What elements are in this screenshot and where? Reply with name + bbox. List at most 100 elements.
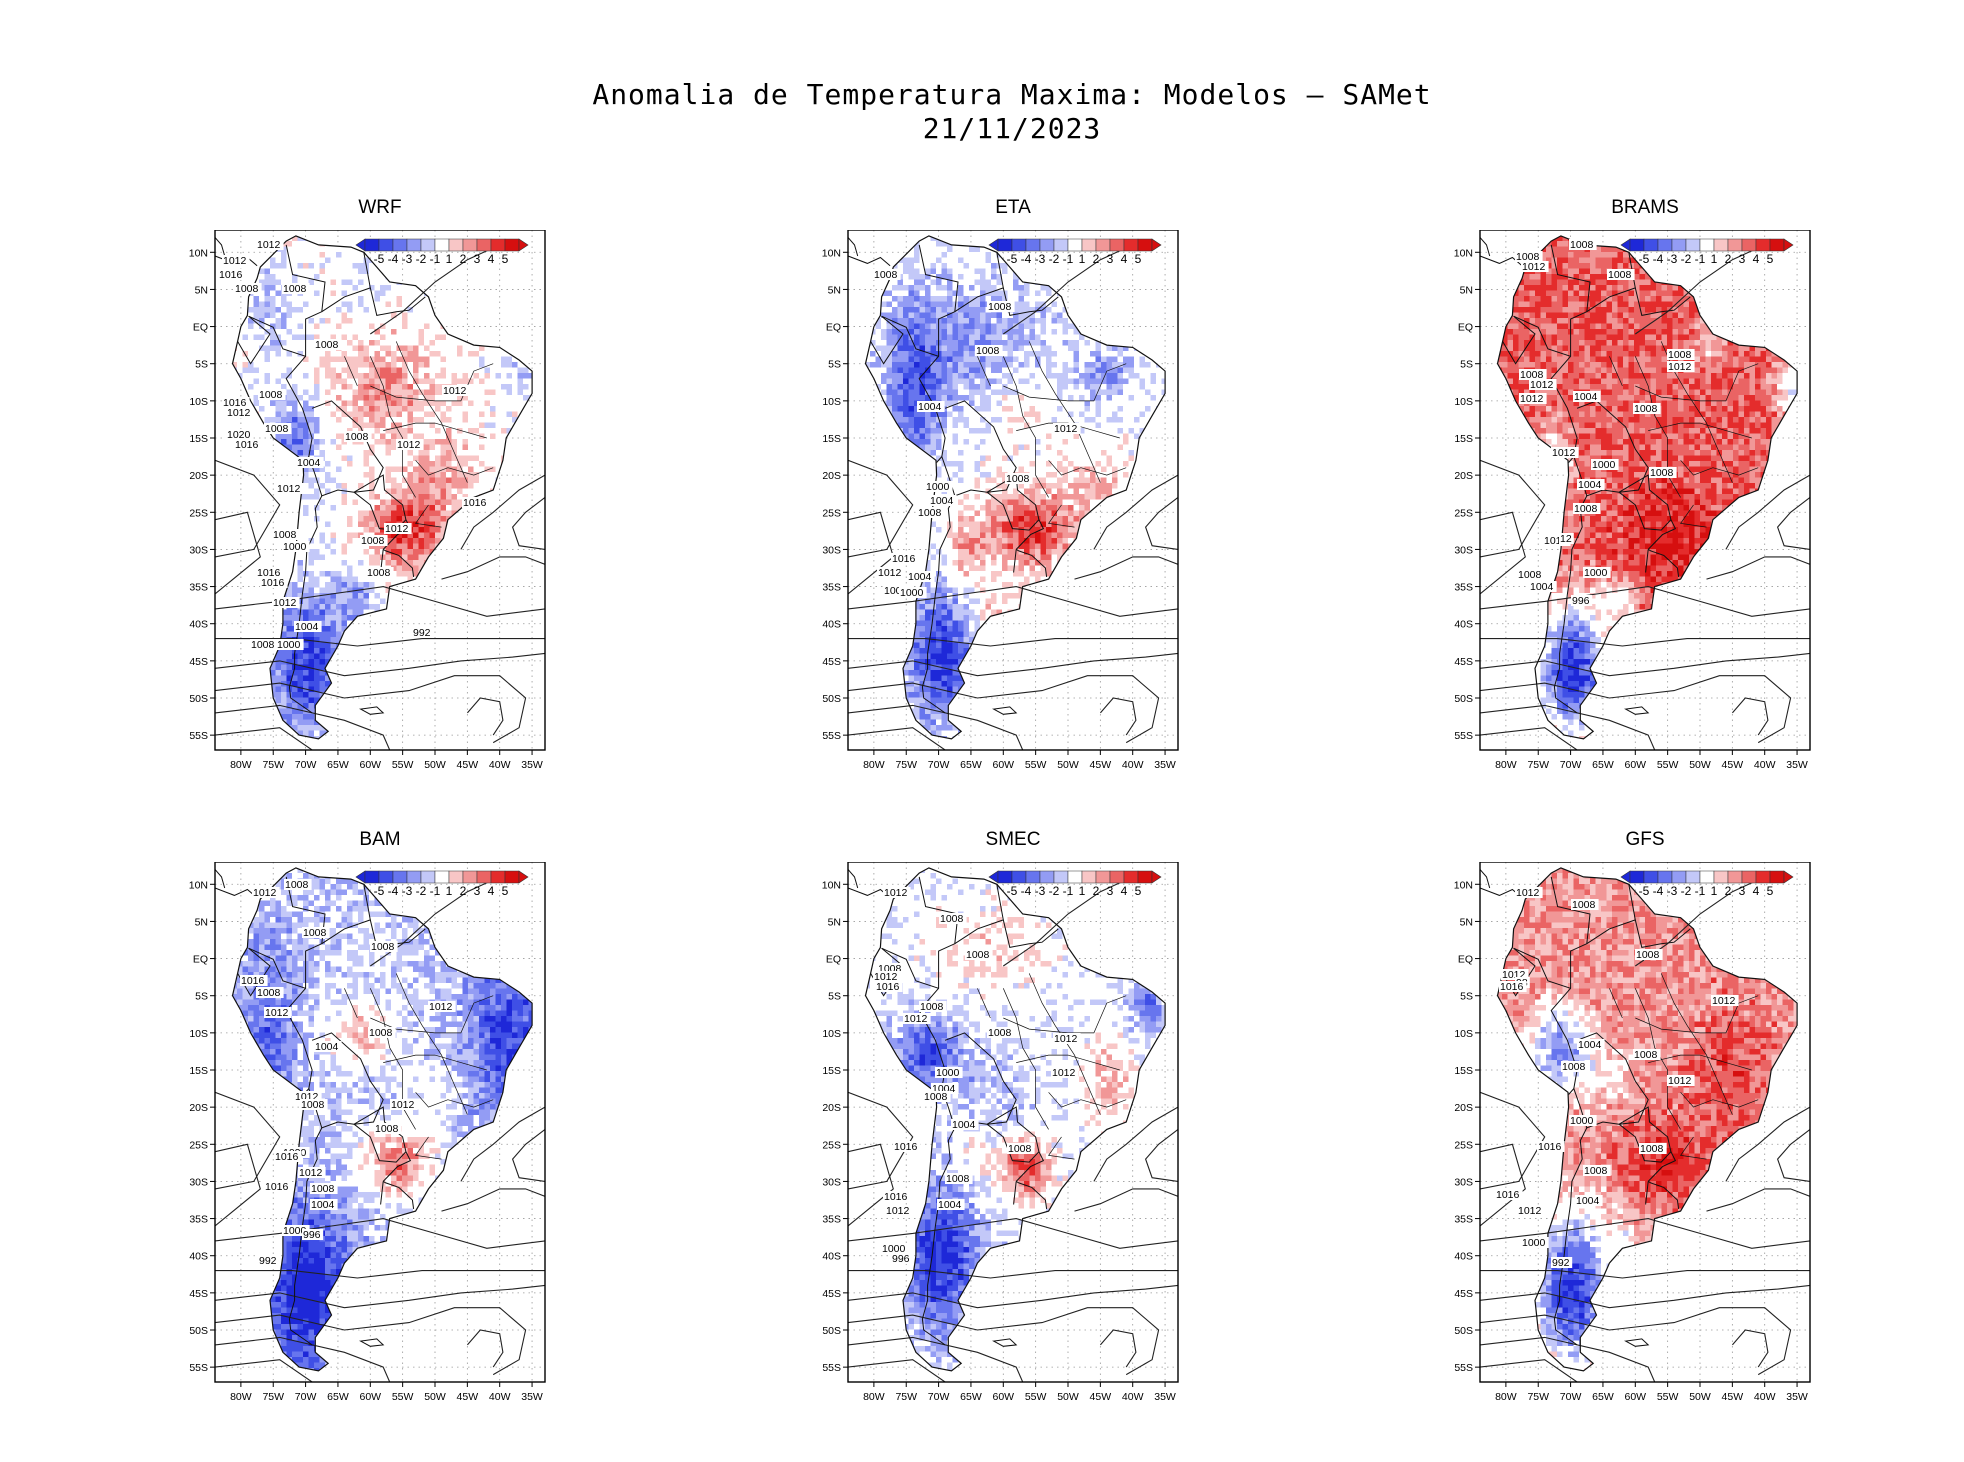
contour-label: 1008 bbox=[987, 301, 1015, 313]
contour-label: 1008 bbox=[1635, 949, 1663, 961]
lat-tick-label: 15S bbox=[822, 433, 841, 445]
lat-tick-label: 30S bbox=[1454, 544, 1473, 556]
lon-tick-label: 70W bbox=[1560, 759, 1582, 771]
lon-tick-label: 45W bbox=[1722, 1391, 1744, 1403]
panel-title-bam: BAM bbox=[215, 829, 545, 851]
contour-label: 1004 bbox=[314, 1041, 342, 1053]
contour-label: 1012 bbox=[877, 567, 905, 579]
colorbar-tick: -2 bbox=[416, 884, 427, 898]
lat-tick-label: 40S bbox=[1454, 1251, 1473, 1263]
contour-label: 1012 bbox=[264, 1007, 292, 1019]
contour-label: 1008 bbox=[302, 927, 330, 939]
colorbar-tick: 5 bbox=[502, 252, 509, 266]
colorbar-tick: 5 bbox=[1767, 884, 1774, 898]
colorbar-tick: 2 bbox=[460, 252, 467, 266]
contour-label: 1012 bbox=[256, 239, 284, 251]
lat-tick-label: 40S bbox=[1454, 619, 1473, 631]
lat-tick-label: 5N bbox=[1460, 916, 1473, 928]
lat-tick-label: 5N bbox=[195, 916, 208, 928]
lat-tick-label: 50S bbox=[822, 1325, 841, 1337]
lat-tick-label: 30S bbox=[1454, 1176, 1473, 1188]
contour-label: 1012 bbox=[1517, 1205, 1545, 1217]
contour-label: 1012 bbox=[222, 255, 250, 267]
contour-label: 1004 bbox=[907, 571, 935, 583]
lon-tick-label: 80W bbox=[863, 1391, 885, 1403]
colorbar-tick: -4 bbox=[388, 884, 399, 898]
contour-label: 1016 bbox=[1499, 981, 1527, 993]
lat-tick-label: 20S bbox=[189, 1102, 208, 1114]
contour-label: 1012 bbox=[1711, 995, 1739, 1007]
lat-tick-label: 45S bbox=[1454, 1288, 1473, 1300]
colorbar-tick: -3 bbox=[1035, 252, 1046, 266]
lon-tick-label: 75W bbox=[262, 759, 284, 771]
lat-tick-label: 25S bbox=[189, 507, 208, 519]
contour-label: 1000 bbox=[1591, 459, 1619, 471]
colorbar-tick: -5 bbox=[1639, 884, 1650, 898]
contour-label: 1008 bbox=[1667, 349, 1695, 361]
lat-tick-label: 35S bbox=[822, 1214, 841, 1226]
lon-tick-label: 70W bbox=[928, 1391, 950, 1403]
lon-tick-label: 65W bbox=[960, 1391, 982, 1403]
contour-label: 1008 bbox=[1583, 1165, 1611, 1177]
lat-tick-label: 15S bbox=[1454, 433, 1473, 445]
contour-label: 1008 bbox=[1005, 473, 1033, 485]
contour-label: 1012 bbox=[390, 1099, 418, 1111]
contour-label: 1012 bbox=[252, 887, 280, 899]
panel-title-eta: ETA bbox=[848, 197, 1178, 219]
lon-tick-label: 40W bbox=[489, 1391, 511, 1403]
lat-tick-label: EQ bbox=[1458, 954, 1473, 966]
colorbar-tick: 3 bbox=[1739, 884, 1746, 898]
contour-label: 1000 bbox=[899, 587, 927, 599]
contour-label: 1008 bbox=[1633, 403, 1661, 415]
colorbar-tick: -5 bbox=[1007, 884, 1018, 898]
lat-tick-label: 25S bbox=[822, 507, 841, 519]
contour-label: 1008 bbox=[923, 1091, 951, 1103]
contour-label: 1004 bbox=[294, 621, 322, 633]
lon-tick-label: 60W bbox=[1624, 1391, 1646, 1403]
contour-label: 1012 bbox=[1519, 393, 1547, 405]
contour-label: 1008 bbox=[264, 423, 292, 435]
lon-tick-label: 50W bbox=[424, 1391, 446, 1403]
contour-label: 996 bbox=[1571, 595, 1592, 607]
lat-tick-label: 55S bbox=[189, 1362, 208, 1374]
lon-tick-label: 35W bbox=[1786, 1391, 1808, 1403]
contour-label: 1008 bbox=[1517, 569, 1545, 581]
lat-tick-label: 5S bbox=[1460, 359, 1473, 371]
contour-label: 1004 bbox=[937, 1199, 965, 1211]
lon-tick-label: 40W bbox=[1754, 759, 1776, 771]
lat-tick-label: 5S bbox=[1460, 991, 1473, 1003]
lon-tick-label: 80W bbox=[1495, 1391, 1517, 1403]
lat-tick-label: EQ bbox=[826, 954, 841, 966]
contour-label: 1016 bbox=[234, 439, 262, 451]
contour-label: 1016 bbox=[1537, 1141, 1565, 1153]
lon-tick-label: 55W bbox=[392, 1391, 414, 1403]
contour-label: 1000 bbox=[1569, 1115, 1597, 1127]
lat-tick-label: 10N bbox=[189, 879, 208, 891]
lon-tick-label: 45W bbox=[1722, 759, 1744, 771]
title-line-1: Anomalia de Temperatura Maxima: Modelos … bbox=[0, 78, 1964, 112]
lon-tick-label: 60W bbox=[359, 1391, 381, 1403]
colorbar-tick: 3 bbox=[1107, 252, 1114, 266]
lon-tick-label: 80W bbox=[230, 1391, 252, 1403]
colorbar-tick: 5 bbox=[1767, 252, 1774, 266]
lon-tick-label: 60W bbox=[992, 1391, 1014, 1403]
lon-tick-label: 65W bbox=[327, 759, 349, 771]
colorbar-tick: 1 bbox=[1711, 252, 1718, 266]
contour-label: 1012 bbox=[396, 439, 424, 451]
colorbar-tick: 5 bbox=[1135, 884, 1142, 898]
colorbar-tick: 1 bbox=[1079, 252, 1086, 266]
lon-tick-label: 45W bbox=[1090, 1391, 1112, 1403]
contour-label: 1012 bbox=[1551, 447, 1579, 459]
lon-tick-label: 50W bbox=[1689, 1391, 1711, 1403]
contour-label: 1012 bbox=[885, 1205, 913, 1217]
lon-tick-label: 65W bbox=[1592, 759, 1614, 771]
lon-tick-label: 70W bbox=[295, 759, 317, 771]
lat-tick-label: 10N bbox=[1454, 247, 1473, 259]
